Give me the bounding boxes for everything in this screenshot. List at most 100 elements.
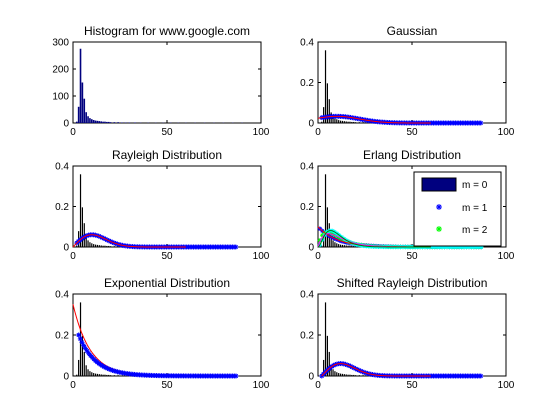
fit-marker: [478, 373, 484, 379]
histogram-bar: [117, 122, 119, 123]
x-tick-label: 100: [498, 251, 515, 262]
normalized-histogram-bar: [98, 374, 100, 376]
normalized-histogram-bar: [338, 244, 340, 247]
normalized-histogram-bar: [355, 122, 357, 123]
y-tick-label: 0: [63, 119, 69, 130]
histogram-bar: [85, 112, 87, 123]
normalized-histogram-bar: [338, 373, 340, 376]
normalized-histogram-bar: [353, 374, 355, 376]
normalized-histogram-bar: [345, 374, 347, 376]
normalized-histogram-bar: [324, 50, 327, 123]
normalized-histogram-bar: [102, 245, 104, 247]
y-tick-label: 0.4: [55, 162, 69, 173]
histogram-bar: [81, 82, 84, 123]
axes-box: [72, 41, 262, 124]
histogram-bar: [124, 122, 127, 123]
normalized-histogram-bar: [321, 121, 323, 123]
normalized-histogram-bar: [321, 245, 323, 247]
x-tick-label: 50: [161, 251, 173, 262]
normalized-histogram-bar: [330, 365, 332, 376]
subplot-6: Shifted Rayleigh Distribution 0 50 100 0 0.2 0…: [300, 276, 515, 391]
y-tick-label: 0.2: [300, 331, 314, 342]
y-tick-label: 0.2: [55, 331, 69, 342]
plot-area: [72, 302, 243, 379]
subplot-3: Rayleigh Distribution 0 50 100 0 0.2 0.4: [55, 148, 270, 262]
subplot-1: Histogram for www.google.com 0 50 100 0 100 20…: [52, 24, 269, 138]
histogram-bar: [100, 121, 102, 123]
subplot-5: Exponential Distribution 0 50 100 0 0.2 0.4: [55, 276, 270, 391]
normalized-histogram-bar: [334, 371, 336, 376]
fit-line: [321, 363, 431, 377]
legend-marker-m1: [436, 204, 442, 210]
normalized-histogram-bar: [91, 372, 93, 376]
normalized-histogram-bar: [98, 245, 100, 247]
normalized-histogram-bar: [106, 245, 108, 247]
legend-label-m0: m = 0: [462, 180, 488, 191]
normalized-histogram-bar: [351, 374, 353, 376]
normalized-histogram-bar: [91, 243, 93, 247]
x-tick-label: 0: [315, 251, 321, 262]
normalized-histogram-bar: [96, 244, 99, 247]
y-tick-label: 0.4: [300, 162, 314, 173]
y-tick-label: 0.4: [55, 290, 69, 301]
fit-marker: [478, 120, 484, 126]
histogram-bar: [98, 121, 101, 123]
normalized-histogram-bar: [76, 245, 78, 247]
y-tick-label: 0.2: [300, 202, 314, 213]
normalized-histogram-bar: [345, 245, 347, 247]
normalized-histogram-bar: [343, 121, 345, 123]
plot-area: [72, 174, 243, 250]
fit-marker: [76, 332, 82, 338]
normalized-histogram-bar: [85, 236, 87, 247]
normalized-histogram-bar: [100, 245, 102, 247]
y-tick-label: 100: [52, 92, 69, 103]
normalized-histogram-bar: [328, 99, 330, 123]
x-tick-label: 100: [253, 251, 270, 262]
subplot-title: Exponential Distribution: [104, 276, 230, 290]
x-tick-label: 50: [406, 380, 418, 391]
legend-swatch-m0: [421, 177, 457, 192]
normalized-histogram-bar: [113, 246, 115, 247]
normalized-histogram-bar: [347, 121, 349, 123]
normalized-histogram-bar: [326, 83, 328, 123]
axes-box: [72, 165, 262, 248]
normalized-histogram-bar: [81, 335, 83, 376]
y-tick-label: 0: [308, 119, 314, 130]
normalized-histogram-bar: [345, 121, 347, 123]
normalized-histogram-bar: [110, 375, 112, 376]
normalized-histogram-bar: [81, 207, 83, 247]
histogram-bar: [89, 118, 91, 123]
normalized-histogram-bar: [113, 375, 115, 376]
normalized-histogram-bar: [89, 371, 91, 376]
normalized-histogram-bar: [343, 245, 345, 247]
normalized-histogram-bar: [349, 374, 351, 376]
y-tick-label: 0.4: [300, 290, 314, 301]
normalized-histogram-bar: [351, 121, 353, 123]
x-tick-label: 0: [70, 251, 76, 262]
fit-line: [317, 115, 431, 124]
normalized-histogram-bar: [324, 174, 327, 247]
subplot-title: Gaussian: [387, 24, 438, 38]
legend: m = 0 m = 1 m = 2: [413, 171, 502, 247]
normalized-histogram-bar: [326, 335, 328, 376]
histogram-bar: [87, 116, 89, 123]
normalized-histogram-bar: [355, 375, 357, 376]
normalized-histogram-bar: [78, 359, 80, 376]
fit-marker: [77, 336, 83, 342]
normalized-histogram-bar: [87, 369, 89, 376]
normalized-histogram-bar: [117, 246, 119, 247]
y-tick-label: 0: [63, 243, 69, 254]
normalized-histogram-bar: [323, 359, 325, 376]
normalized-histogram-bar: [121, 375, 123, 376]
normalized-histogram-bar: [347, 374, 349, 376]
subplot-title: Shifted Rayleigh Distribution: [337, 276, 488, 290]
normalized-histogram-bar: [117, 375, 119, 376]
normalized-histogram-bar: [362, 122, 364, 123]
normalized-histogram-bar: [96, 373, 99, 376]
normalized-histogram-bar: [334, 242, 336, 247]
normalized-histogram-bar: [358, 122, 360, 123]
normalized-histogram-bar: [336, 372, 338, 376]
x-tick-label: 0: [315, 127, 321, 138]
histogram-bar: [128, 122, 131, 123]
normalized-histogram-bar: [341, 373, 344, 376]
